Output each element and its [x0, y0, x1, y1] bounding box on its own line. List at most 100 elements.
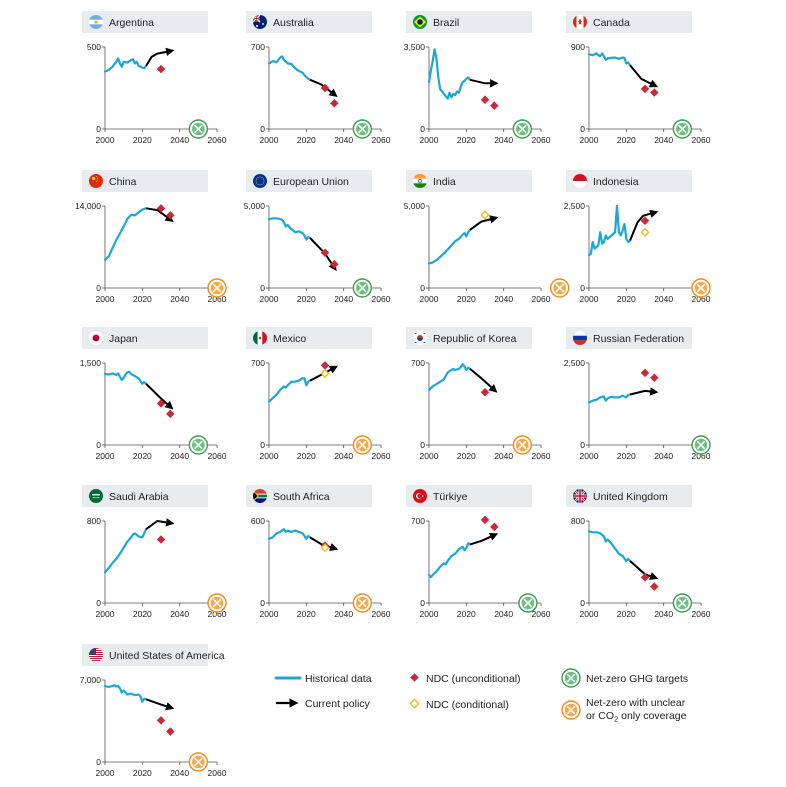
netzero-orange-icon	[207, 593, 227, 613]
legend-ndc-uncond-label: NDC (unconditional)	[426, 673, 521, 685]
y-zero-label: 0	[260, 283, 265, 293]
y-zero-label: 0	[260, 124, 265, 134]
current-policy-arrow	[309, 365, 338, 382]
panel-title: Türkiye	[433, 491, 468, 503]
current-policy-arrow	[145, 207, 174, 222]
x-tick-label-2020: 2020	[297, 294, 316, 304]
netzero-green-icon	[188, 119, 209, 139]
panel-header	[566, 11, 692, 33]
y-max-label: 600	[251, 516, 265, 526]
x-tick-label-2040: 2040	[654, 294, 673, 304]
x-tick-label-2060: 2060	[692, 135, 711, 145]
panel-title: Mexico	[273, 333, 306, 345]
x-tick-label-2060: 2060	[532, 609, 551, 619]
ndc-conditional-marker	[320, 369, 330, 379]
legend: Historical data Current policy NDC (unco…	[274, 668, 688, 724]
current-policy-arrow	[309, 536, 339, 552]
y-zero-label: 0	[96, 124, 101, 134]
panel-title: United Kingdom	[593, 491, 668, 503]
legend-historical-label: Historical data	[305, 673, 372, 685]
netzero-green-icon	[352, 278, 373, 298]
x-tick-label-2000: 2000	[260, 294, 279, 304]
netzero-orange-icon	[352, 435, 373, 455]
y-zero-label: 0	[580, 124, 585, 134]
panel-title: Russian Federation	[593, 333, 684, 345]
x-tick-label-2020: 2020	[133, 135, 152, 145]
y-zero-label: 0	[96, 283, 101, 293]
y-max-label: 5,000	[404, 201, 426, 211]
ndc-unconditional-marker	[640, 84, 650, 94]
x-tick-label-2020: 2020	[617, 294, 636, 304]
japan-flag-icon	[89, 331, 103, 345]
netzero-green-icon	[352, 119, 373, 139]
x-tick-label-2000: 2000	[580, 135, 599, 145]
panel-title: Indonesia	[593, 176, 639, 188]
x-tick-label-2000: 2000	[96, 294, 115, 304]
historical-series-line	[267, 217, 312, 241]
y-max-label: 700	[251, 42, 265, 52]
panel-header	[406, 170, 532, 192]
panel-header	[246, 327, 372, 349]
european-union-flag-icon	[253, 174, 267, 188]
x-tick-label-2040: 2040	[170, 609, 189, 619]
current-policy-arrow	[629, 209, 659, 241]
x-tick-label-2020: 2020	[133, 451, 152, 461]
current-policy-arrow	[469, 532, 499, 546]
ndc-unconditional-marker	[480, 515, 490, 525]
y-max-label: 14,000	[75, 201, 101, 211]
y-max-label: 3,500	[404, 42, 426, 52]
current-policy-arrow	[469, 368, 498, 393]
x-tick-label-2060: 2060	[692, 294, 711, 304]
ndc-unconditional-marker	[490, 101, 499, 110]
x-tick-label-2020: 2020	[297, 135, 316, 145]
x-tick-label-2000: 2000	[580, 294, 599, 304]
ndc-unconditional-marker	[490, 522, 499, 532]
argentina-flag-icon	[89, 15, 103, 29]
x-tick-label-2000: 2000	[580, 451, 599, 461]
panel-header	[406, 485, 532, 507]
x-tick-label-2020: 2020	[457, 294, 476, 304]
panel-header	[82, 170, 208, 192]
historical-series-line	[103, 528, 148, 574]
netzero-orange-icon	[188, 752, 209, 772]
x-tick-label-2000: 2000	[260, 609, 279, 619]
y-max-label: 800	[571, 516, 585, 526]
t-rkiye-flag-icon	[413, 489, 427, 503]
x-tick-label-2060: 2060	[372, 609, 391, 619]
panel-header	[566, 327, 692, 349]
netzero-green-icon	[512, 119, 533, 139]
legend-ndc-cond-label: NDC (conditional)	[426, 699, 509, 711]
ndc-unconditional-marker	[650, 582, 659, 591]
historical-series-line	[587, 204, 632, 257]
x-tick-label-2020: 2020	[297, 451, 316, 461]
x-tick-label-2060: 2060	[372, 135, 391, 145]
y-zero-label: 0	[96, 598, 101, 608]
historical-series-line	[267, 528, 312, 540]
x-tick-label-2060: 2060	[372, 294, 391, 304]
united-kingdom-flag-icon	[573, 489, 587, 503]
ndc-conditional-marker	[480, 210, 490, 220]
x-tick-label-2020: 2020	[617, 135, 636, 145]
y-max-label: 500	[87, 42, 101, 52]
x-tick-label-2000: 2000	[96, 135, 115, 145]
panel-header	[406, 11, 532, 33]
panel-header	[82, 644, 208, 666]
x-tick-label-2040: 2040	[494, 294, 513, 304]
ndc-unconditional-marker	[156, 535, 166, 544]
x-tick-label-2020: 2020	[457, 135, 476, 145]
x-tick-label-2040: 2040	[334, 451, 353, 461]
ndc-unconditional-marker	[640, 573, 650, 582]
x-tick-label-2060: 2060	[532, 135, 551, 145]
x-tick-label-2000: 2000	[420, 609, 439, 619]
x-tick-label-2000: 2000	[420, 294, 439, 304]
australia-flag-icon	[253, 15, 267, 29]
ndc-unconditional-marker	[156, 716, 166, 725]
